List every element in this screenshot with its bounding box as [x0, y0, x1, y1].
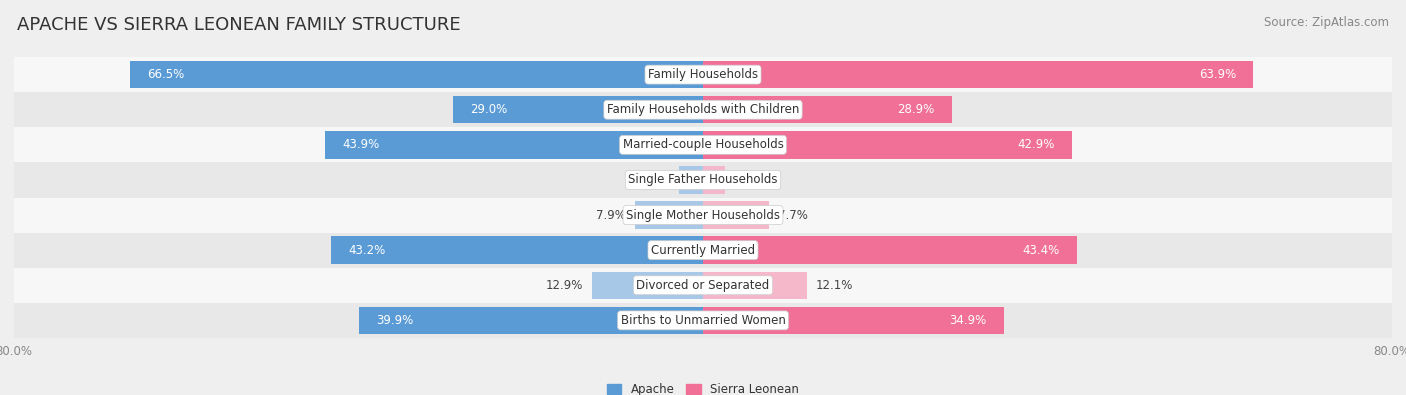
Text: Divorced or Separated: Divorced or Separated — [637, 279, 769, 292]
Text: 29.0%: 29.0% — [471, 103, 508, 116]
Bar — [330, 237, 703, 264]
Text: 43.4%: 43.4% — [1022, 244, 1060, 257]
Bar — [703, 61, 1253, 88]
Text: Single Father Households: Single Father Households — [628, 173, 778, 186]
Text: Married-couple Households: Married-couple Households — [623, 138, 783, 151]
Text: 12.9%: 12.9% — [546, 279, 583, 292]
Text: 39.9%: 39.9% — [377, 314, 413, 327]
Bar — [14, 268, 1392, 303]
Text: 34.9%: 34.9% — [949, 314, 987, 327]
Bar — [592, 272, 703, 299]
Text: Single Mother Households: Single Mother Households — [626, 209, 780, 222]
Bar — [14, 127, 1392, 162]
Text: 63.9%: 63.9% — [1199, 68, 1236, 81]
Text: 7.9%: 7.9% — [596, 209, 626, 222]
Bar — [131, 61, 703, 88]
Text: Family Households with Children: Family Households with Children — [607, 103, 799, 116]
Bar — [14, 57, 1392, 92]
Bar — [703, 237, 1077, 264]
Text: 42.9%: 42.9% — [1018, 138, 1056, 151]
Text: 12.1%: 12.1% — [815, 279, 853, 292]
Bar — [703, 131, 1073, 158]
Bar — [14, 303, 1392, 338]
Bar — [14, 162, 1392, 198]
Text: Family Households: Family Households — [648, 68, 758, 81]
Text: APACHE VS SIERRA LEONEAN FAMILY STRUCTURE: APACHE VS SIERRA LEONEAN FAMILY STRUCTUR… — [17, 16, 461, 34]
Legend: Apache, Sierra Leonean: Apache, Sierra Leonean — [607, 384, 799, 395]
Bar — [703, 272, 807, 299]
Text: 7.7%: 7.7% — [778, 209, 808, 222]
Bar — [360, 307, 703, 334]
Text: 2.8%: 2.8% — [641, 173, 671, 186]
Text: 28.9%: 28.9% — [897, 103, 935, 116]
Bar — [14, 233, 1392, 268]
Text: Source: ZipAtlas.com: Source: ZipAtlas.com — [1264, 16, 1389, 29]
Text: 2.5%: 2.5% — [733, 173, 763, 186]
Bar — [453, 96, 703, 123]
Bar — [325, 131, 703, 158]
Bar — [14, 92, 1392, 127]
Text: 66.5%: 66.5% — [148, 68, 184, 81]
Text: Currently Married: Currently Married — [651, 244, 755, 257]
Bar — [636, 201, 703, 229]
Text: Births to Unmarried Women: Births to Unmarried Women — [620, 314, 786, 327]
Text: 43.9%: 43.9% — [342, 138, 380, 151]
Bar — [703, 166, 724, 194]
Bar — [679, 166, 703, 194]
Bar — [703, 201, 769, 229]
Text: 43.2%: 43.2% — [349, 244, 385, 257]
Bar — [703, 307, 1004, 334]
Bar — [703, 96, 952, 123]
Bar — [14, 198, 1392, 233]
